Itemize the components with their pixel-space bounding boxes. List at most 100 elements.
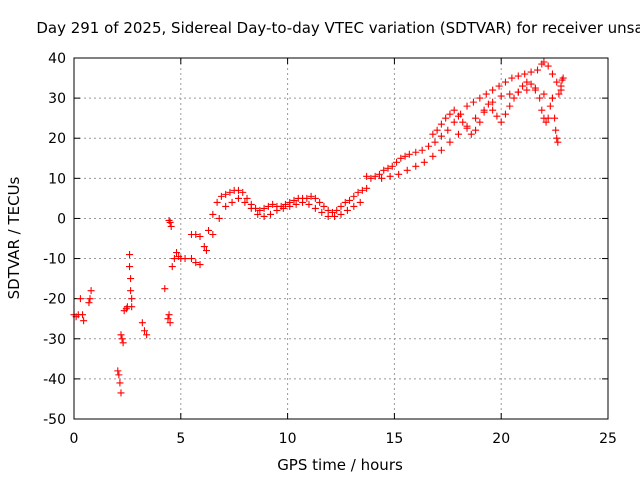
data-point (318, 208, 326, 216)
data-point (140, 327, 148, 335)
data-point (555, 90, 563, 98)
data-point (367, 174, 375, 182)
data-point (187, 255, 195, 263)
data-point (472, 126, 480, 134)
data-point (333, 206, 341, 214)
data-point (418, 146, 426, 154)
data-point (358, 186, 366, 194)
data-point (114, 367, 122, 375)
data-point (437, 132, 445, 140)
data-point (328, 208, 336, 216)
data-point (527, 80, 535, 88)
data-point (241, 198, 249, 206)
data-point (192, 259, 200, 267)
data-point (442, 114, 450, 122)
data-point (337, 210, 345, 218)
data-point (403, 166, 411, 174)
data-point (303, 194, 311, 202)
data-points (70, 58, 567, 397)
data-point (459, 118, 467, 126)
data-point (320, 202, 328, 210)
data-point (164, 315, 172, 323)
data-point (138, 319, 146, 327)
data-point (143, 331, 151, 339)
data-point (386, 172, 394, 180)
data-point (489, 86, 497, 94)
data-point (553, 134, 561, 142)
data-point (405, 150, 413, 158)
data-point (205, 226, 213, 234)
data-point (523, 86, 531, 94)
data-point (493, 112, 501, 120)
data-point (467, 130, 475, 138)
data-point (181, 255, 189, 263)
data-point (437, 120, 445, 128)
data-point (286, 202, 294, 210)
data-point (166, 218, 174, 226)
data-point (350, 192, 358, 200)
data-point (117, 331, 125, 339)
data-point (127, 287, 135, 295)
data-point (454, 112, 462, 120)
data-point (254, 210, 262, 218)
data-point (544, 62, 552, 70)
data-point (412, 162, 420, 170)
data-point (354, 188, 362, 196)
data-point (521, 70, 529, 78)
data-point (553, 78, 561, 86)
data-point (484, 100, 492, 108)
data-point (510, 94, 518, 102)
data-point (472, 114, 480, 122)
data-point (536, 94, 544, 102)
data-point (290, 196, 298, 204)
data-point (548, 70, 556, 78)
data-point (128, 303, 136, 311)
data-point (388, 162, 396, 170)
y-tick-label: 20 (48, 131, 66, 147)
data-point (267, 210, 275, 218)
data-point (446, 110, 454, 118)
data-point (196, 261, 204, 269)
data-point (363, 184, 371, 192)
data-point (514, 88, 522, 96)
y-tick-label: -10 (43, 252, 66, 268)
data-point (167, 222, 175, 230)
data-point (279, 204, 287, 212)
data-point (260, 204, 268, 212)
data-point (401, 152, 409, 160)
data-point (429, 152, 437, 160)
data-point (247, 204, 255, 212)
data-point (128, 295, 136, 303)
data-point (217, 192, 225, 200)
data-point (463, 102, 471, 110)
data-point (480, 108, 488, 116)
data-point (341, 198, 349, 206)
data-point (324, 206, 332, 214)
data-point (497, 92, 505, 100)
data-point (118, 335, 126, 343)
data-point (393, 158, 401, 166)
data-point (79, 311, 87, 319)
data-point (476, 94, 484, 102)
data-point (117, 389, 125, 397)
data-point (463, 124, 471, 132)
data-point (519, 82, 527, 90)
data-point (170, 255, 178, 263)
data-point (127, 275, 135, 283)
data-point (450, 118, 458, 126)
data-point (305, 200, 313, 208)
data-point (299, 198, 307, 206)
data-point (542, 118, 550, 126)
data-point (165, 311, 173, 319)
data-point (429, 130, 437, 138)
data-point (200, 243, 208, 251)
data-point (425, 142, 433, 150)
data-point (363, 172, 371, 180)
data-point (228, 198, 236, 206)
data-point (343, 206, 351, 214)
data-point (222, 202, 230, 210)
data-point (234, 186, 242, 194)
y-tick-label: -20 (43, 292, 66, 308)
data-point (557, 82, 565, 90)
